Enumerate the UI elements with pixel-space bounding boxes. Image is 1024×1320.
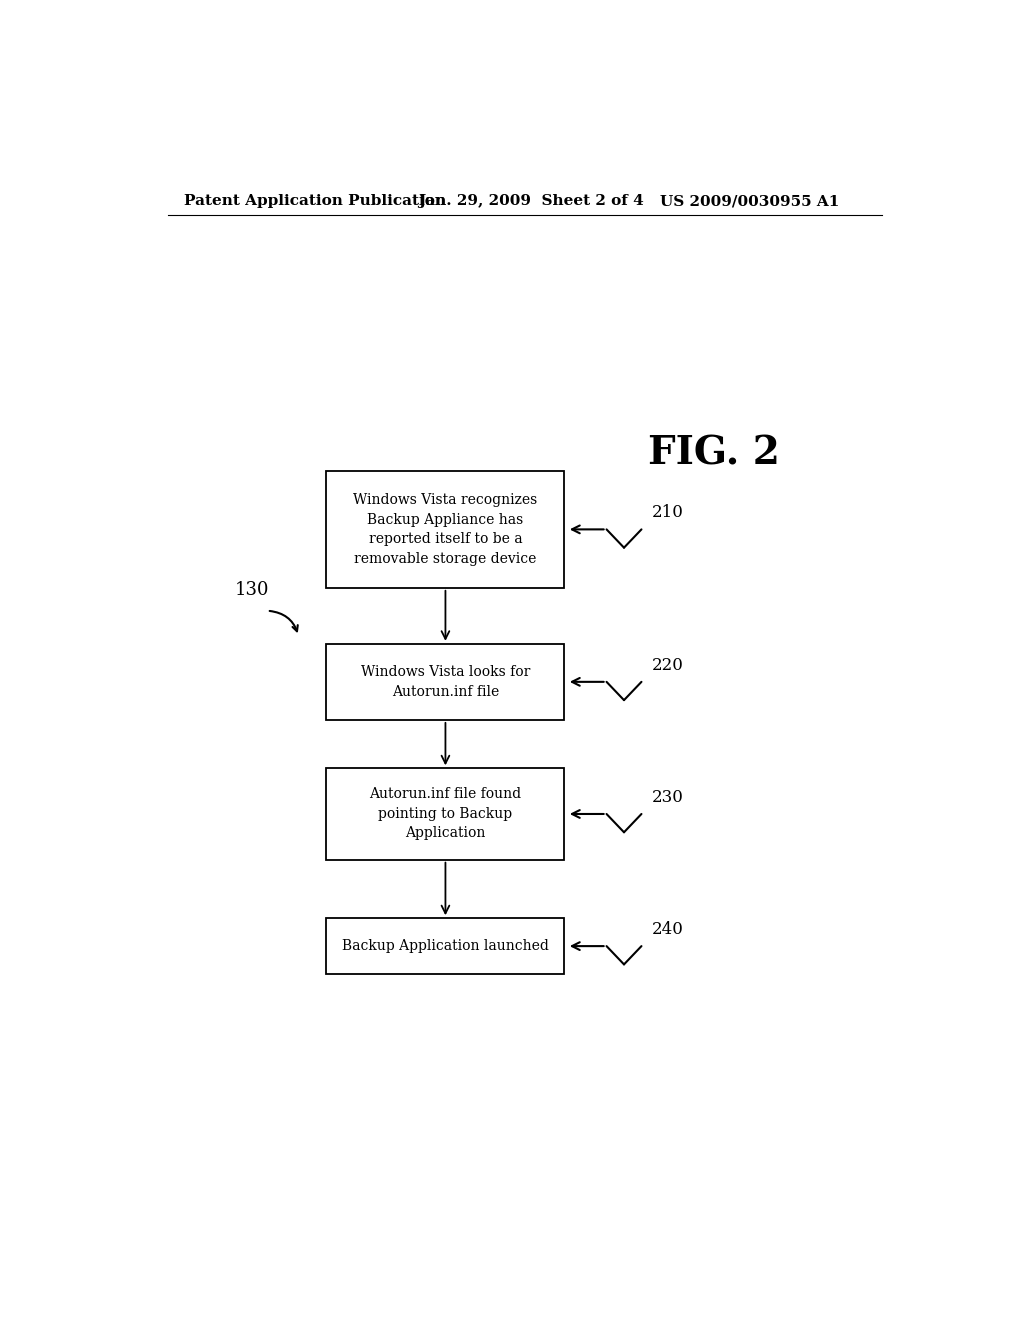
Text: 240: 240	[652, 921, 684, 939]
Text: FIG. 2: FIG. 2	[648, 434, 779, 473]
FancyBboxPatch shape	[327, 471, 564, 587]
Text: Windows Vista recognizes
Backup Appliance has
reported itself to be a
removable : Windows Vista recognizes Backup Applianc…	[353, 494, 538, 566]
Text: US 2009/0030955 A1: US 2009/0030955 A1	[659, 194, 839, 209]
Text: 130: 130	[236, 581, 269, 599]
FancyBboxPatch shape	[327, 919, 564, 974]
FancyBboxPatch shape	[327, 644, 564, 719]
FancyBboxPatch shape	[327, 768, 564, 859]
Text: 210: 210	[652, 504, 684, 521]
Text: Patent Application Publication: Patent Application Publication	[183, 194, 445, 209]
Text: Backup Application launched: Backup Application launched	[342, 939, 549, 953]
Text: Jan. 29, 2009  Sheet 2 of 4: Jan. 29, 2009 Sheet 2 of 4	[418, 194, 643, 209]
Text: Windows Vista looks for
Autorun.inf file: Windows Vista looks for Autorun.inf file	[360, 665, 530, 698]
Text: Autorun.inf file found
pointing to Backup
Application: Autorun.inf file found pointing to Backu…	[370, 788, 521, 841]
Text: 220: 220	[652, 657, 684, 673]
Text: 230: 230	[652, 789, 684, 805]
